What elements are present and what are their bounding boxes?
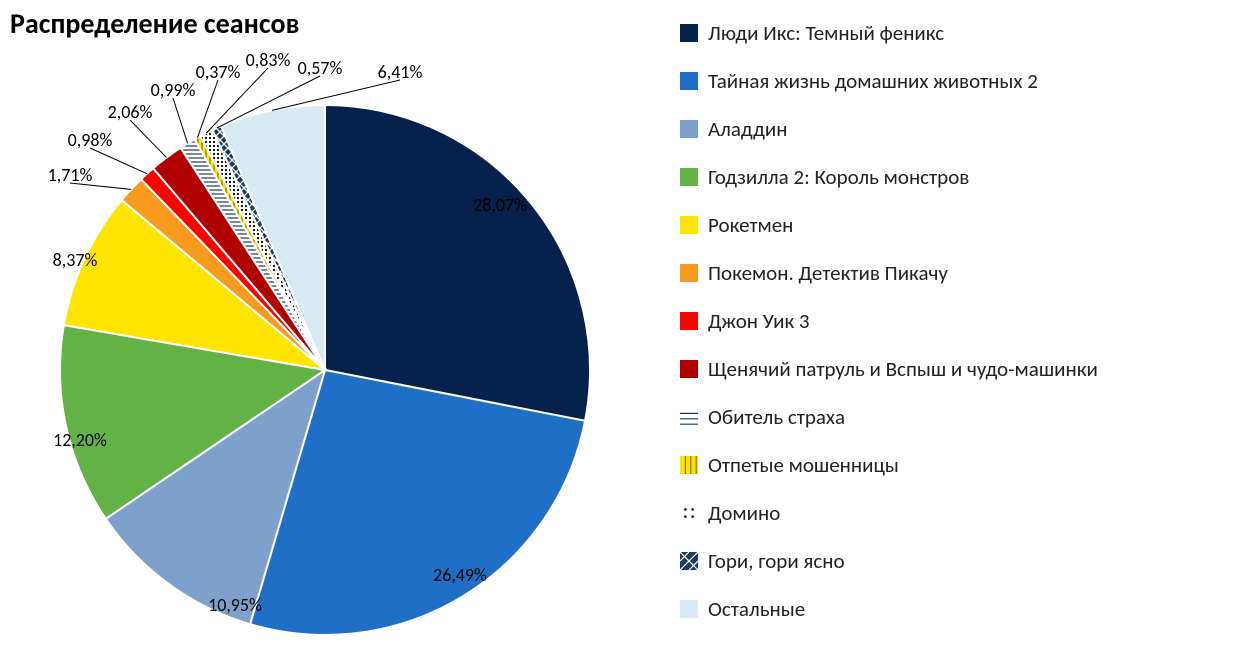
legend-swatch [680, 216, 698, 234]
pie-slice-label: 12,20% [53, 429, 107, 451]
legend-item: Обитель страха [680, 404, 1098, 430]
pie-slice-label: 1,71% [48, 164, 93, 186]
pie-svg [0, 0, 650, 656]
legend-label: Домино [708, 500, 780, 526]
legend-label: Рокетмен [708, 212, 793, 238]
legend-item: Тайная жизнь домашних животных 2 [680, 68, 1098, 94]
legend-label: Аладдин [708, 116, 787, 142]
legend-swatch [680, 408, 698, 426]
pie-slice-label: 0,98% [68, 129, 113, 151]
legend-swatch [680, 360, 698, 378]
pie-slice-label: 10,95% [208, 594, 262, 616]
legend-label: Люди Икс: Темный феникс [708, 20, 944, 46]
legend-item: Щенячий патруль и Вспыш и чудо-машинки [680, 356, 1098, 382]
legend-label: Гори, гори ясно [708, 548, 845, 574]
legend-swatch [680, 552, 698, 570]
pie-slice-label: 2,06% [108, 101, 153, 123]
legend-item: Домино [680, 500, 1098, 526]
legend-item: Рокетмен [680, 212, 1098, 238]
pie-chart: 28,07% 26,49% 10,95% 12,20% 8,37% 1,71% 0,98% 2… [0, 0, 650, 656]
legend-swatch [680, 24, 698, 42]
legend-item: Гори, гори ясно [680, 548, 1098, 574]
legend-swatch [680, 504, 698, 522]
legend-swatch [680, 312, 698, 330]
pie-slice-label: 0,57% [298, 57, 343, 79]
pie-slice-label: 0,83% [246, 49, 291, 71]
legend: Люди Икс: Темный феникс Тайная жизнь дома… [680, 20, 1098, 622]
legend-swatch [680, 120, 698, 138]
legend-label: Покемон. Детектив Пикачу [708, 260, 948, 286]
legend-item: Покемон. Детектив Пикачу [680, 260, 1098, 286]
legend-label: Остальные [708, 596, 805, 622]
legend-swatch [680, 600, 698, 618]
pie-slice-label: 0,37% [196, 61, 241, 83]
legend-item: Отпетые мошенницы [680, 452, 1098, 478]
legend-label: Отпетые мошенницы [708, 452, 899, 478]
legend-label: Тайная жизнь домашних животных 2 [708, 68, 1038, 94]
pie-slice [325, 105, 590, 421]
legend-label: Обитель страха [708, 404, 845, 430]
legend-item: Остальные [680, 596, 1098, 622]
pie-slice-label: 28,07% [473, 194, 527, 216]
legend-item: Люди Икс: Темный феникс [680, 20, 1098, 46]
legend-swatch [680, 72, 698, 90]
legend-item: Годзилла 2: Король монстров [680, 164, 1098, 190]
pie-slice-label: 6,41% [378, 61, 423, 83]
pie-slice-label: 26,49% [433, 564, 487, 586]
legend-item: Аладдин [680, 116, 1098, 142]
legend-label: Щенячий патруль и Вспыш и чудо-машинки [708, 356, 1098, 382]
legend-swatch [680, 456, 698, 474]
pie-slice-label: 0,99% [151, 79, 196, 101]
legend-label: Джон Уик 3 [708, 308, 810, 334]
legend-item: Джон Уик 3 [680, 308, 1098, 334]
legend-swatch [680, 264, 698, 282]
pie-slice-label: 8,37% [53, 249, 98, 271]
legend-swatch [680, 168, 698, 186]
legend-label: Годзилла 2: Король монстров [708, 164, 969, 190]
